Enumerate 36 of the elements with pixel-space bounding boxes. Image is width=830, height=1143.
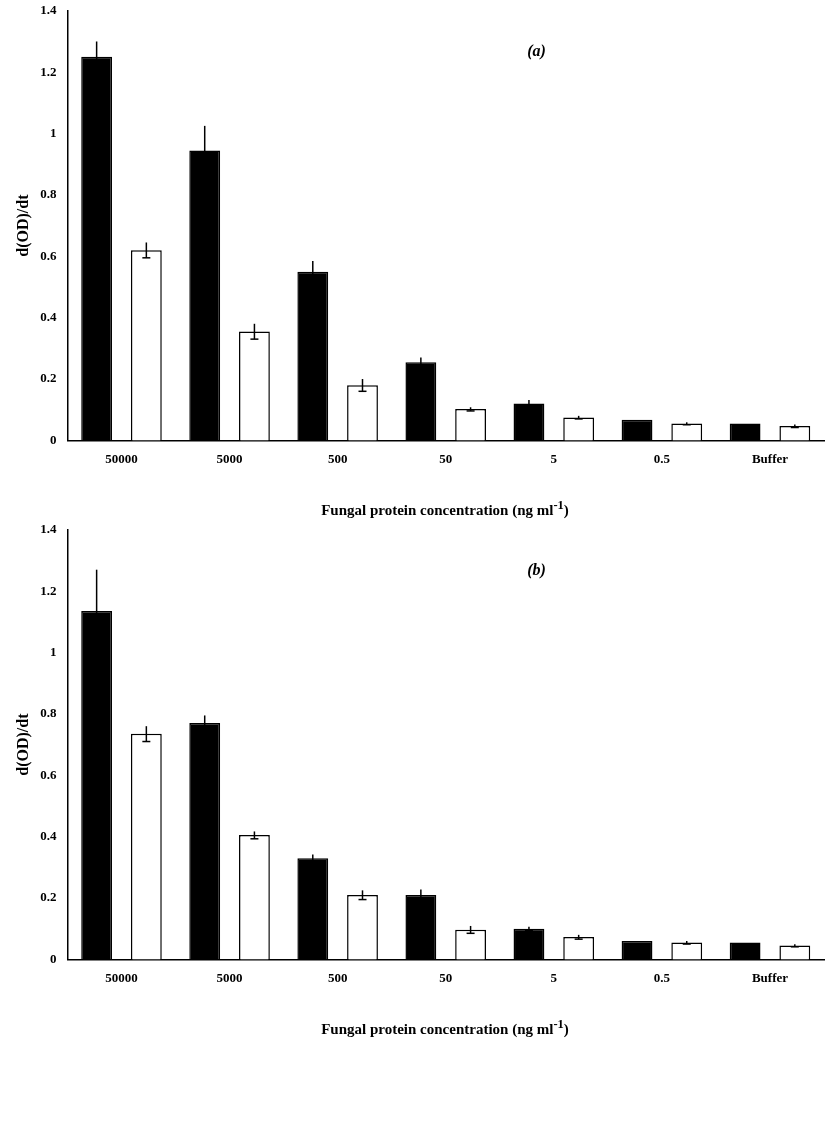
- x-tick-label: 5000: [216, 450, 243, 466]
- x-tick-label: 5000: [216, 969, 243, 985]
- y-axis-title: d(OD)/dt: [13, 712, 32, 776]
- x-tick-label: 0.5: [653, 450, 671, 466]
- x-tick-label: Buffer: [751, 450, 789, 466]
- x-tick-label: 50: [439, 450, 453, 466]
- y-tick-label: 0: [49, 431, 57, 447]
- x-axis-title: Fungal protein concentration (ng ml$^{-1}$): [320, 498, 570, 519]
- x-tick-label: 500: [327, 450, 348, 466]
- y-tick-label: 0.8: [40, 186, 57, 202]
- y-tick-label: 0.4: [40, 828, 57, 844]
- y-tick-label: 0.8: [40, 705, 57, 721]
- x-tick-label: 0.5: [653, 969, 671, 985]
- x-tick-label: 50000: [105, 450, 138, 466]
- x-tick-label: 50: [439, 969, 453, 985]
- y-tick-label: 1: [49, 124, 57, 140]
- x-axis-title: Fungal protein concentration (ng ml$^{-1}$): [320, 1017, 570, 1038]
- annotation: (a): [527, 41, 546, 60]
- y-tick-label: 1.4: [40, 521, 57, 537]
- y-tick-label: 1.2: [40, 63, 57, 79]
- y-tick-label: 1.2: [40, 582, 57, 598]
- y-tick-label: 0.2: [40, 889, 57, 905]
- x-tick-label: 5: [550, 969, 558, 985]
- annotation: (b): [527, 560, 546, 579]
- y-tick-label: 1: [49, 643, 57, 659]
- y-tick-label: 0.6: [40, 766, 57, 782]
- y-tick-label: 0.6: [40, 247, 57, 263]
- y-tick-label: 0.2: [40, 370, 57, 386]
- y-axis-title: d(OD)/dt: [13, 193, 32, 257]
- x-tick-label: 50000: [105, 969, 138, 985]
- x-tick-label: 500: [327, 969, 348, 985]
- x-tick-label: 5: [550, 450, 558, 466]
- y-tick-label: 0.4: [40, 309, 57, 325]
- x-tick-label: Buffer: [751, 969, 789, 985]
- y-tick-label: 1.4: [40, 2, 57, 18]
- y-tick-label: 0: [49, 950, 57, 966]
